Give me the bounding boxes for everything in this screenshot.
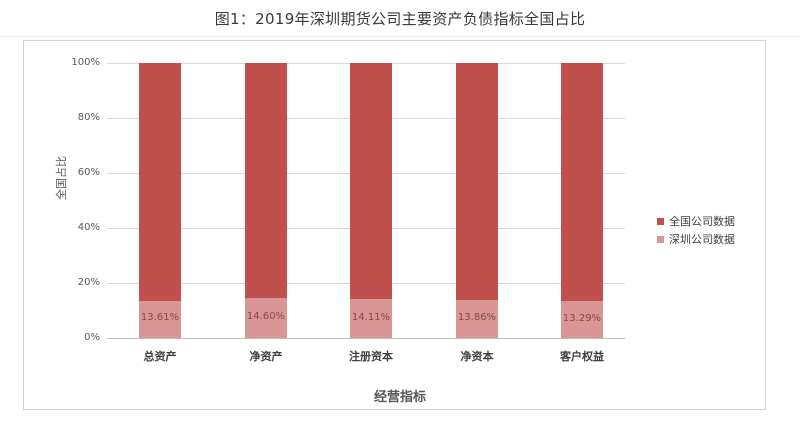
data-label: 14.60% <box>246 310 286 322</box>
data-label: 13.29% <box>562 312 602 324</box>
chart-title: 图1：2019年深圳期货公司主要资产负债指标全国占比 <box>214 10 586 28</box>
bar-1: 14.60% <box>245 63 287 338</box>
legend-item-shenzhen: 深圳公司数据 <box>657 230 735 248</box>
x-tick-label: 总资产 <box>143 350 177 363</box>
gridline <box>107 338 625 339</box>
y-tick-label: 0% <box>84 332 100 343</box>
bar-segment-shenzhen <box>139 300 181 338</box>
legend-label: 深圳公司数据 <box>669 233 735 246</box>
chart-frame <box>23 40 766 410</box>
x-tick-label: 注册资本 <box>349 350 393 363</box>
y-tick-label: 100% <box>71 57 100 68</box>
legend-label: 全国公司数据 <box>669 215 735 228</box>
title-divider <box>0 36 800 37</box>
bar-2: 14.11% <box>350 63 392 338</box>
data-label: 14.11% <box>351 311 391 323</box>
bar-segment-shenzhen <box>245 297 287 338</box>
y-tick-label: 40% <box>77 222 100 233</box>
bar-segment-national <box>139 63 181 301</box>
bar-segment-shenzhen <box>456 299 498 338</box>
y-tick-label: 80% <box>77 112 100 123</box>
data-label: 13.61% <box>140 312 180 324</box>
bar-3: 13.86% <box>456 63 498 338</box>
bar-0: 13.61% <box>139 63 181 338</box>
bar-segment-national <box>350 63 392 300</box>
bar-segment-shenzhen <box>561 301 603 338</box>
legend-item-national: 全国公司数据 <box>657 212 735 230</box>
x-tick-label: 净资产 <box>249 350 283 363</box>
y-tick-label: 20% <box>77 277 100 288</box>
bar-4: 13.29% <box>561 63 603 338</box>
legend-swatch-national <box>657 217 664 225</box>
legend-swatch-shenzhen <box>657 235 664 243</box>
y-tick-label: 60% <box>77 167 100 178</box>
x-tick-label: 净资本 <box>460 350 494 363</box>
data-label: 13.86% <box>457 311 497 323</box>
bar-segment-national <box>561 63 603 302</box>
x-axis-label: 经营指标 <box>373 390 426 405</box>
bar-segment-national <box>456 63 498 300</box>
x-tick-label: 客户权益 <box>560 350 604 363</box>
bar-segment-national <box>245 63 287 298</box>
bar-segment-shenzhen <box>350 299 392 338</box>
legend: 全国公司数据 深圳公司数据 <box>657 212 735 248</box>
